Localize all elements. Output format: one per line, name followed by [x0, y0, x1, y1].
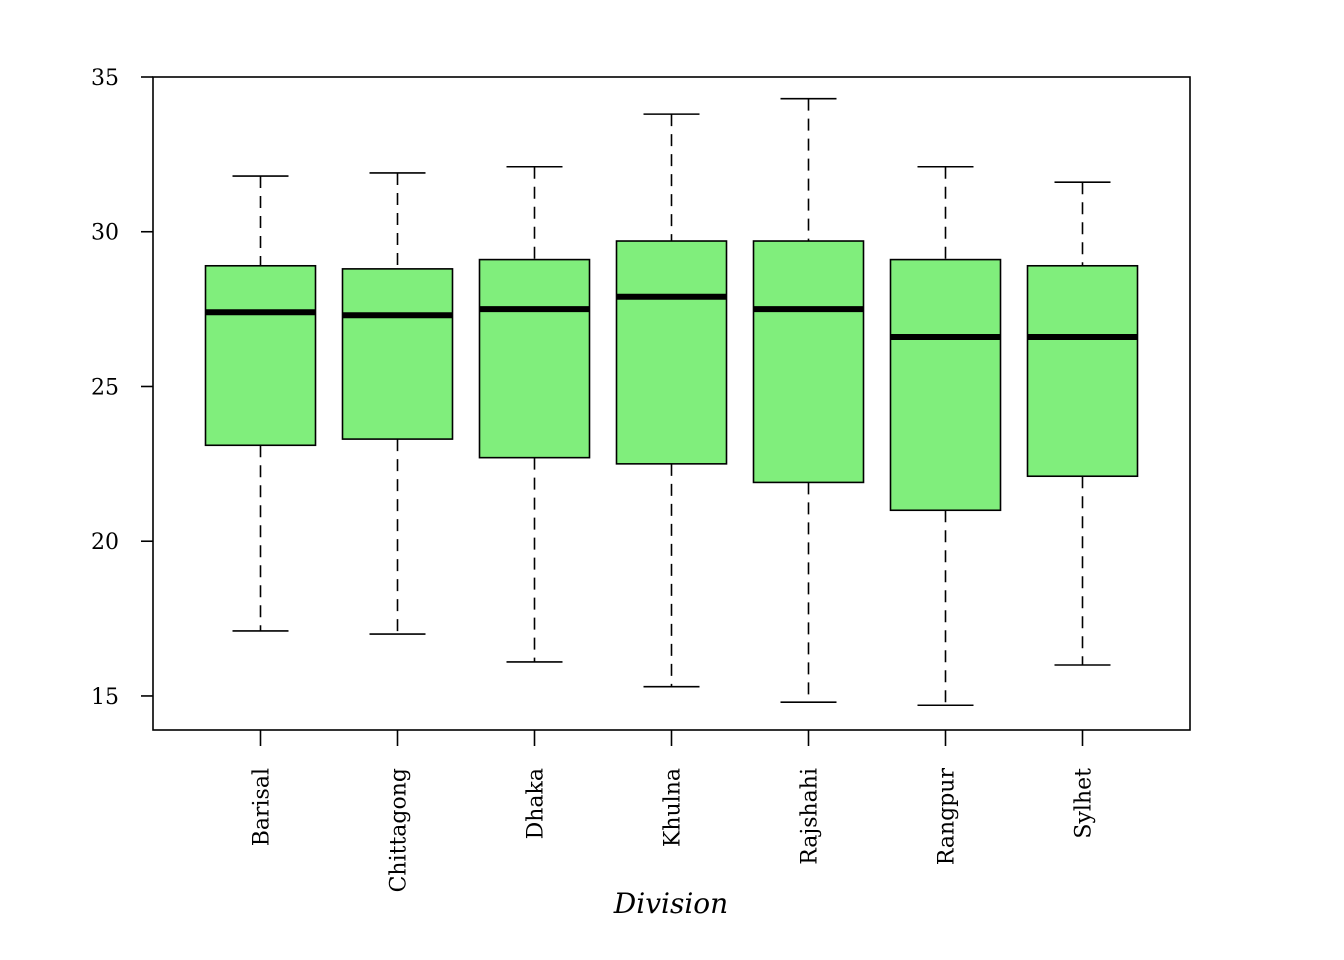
box-series: [204, 97, 1139, 707]
iqr-box: [478, 258, 591, 459]
iqr-box: [204, 264, 317, 447]
iqr-box: [752, 240, 865, 484]
x-category-label: Rajshahi: [798, 768, 823, 865]
box-rajshahi: [752, 97, 865, 703]
x-axis-title: Division: [613, 887, 728, 920]
iqr-box: [889, 258, 1002, 512]
box-chittagong: [341, 172, 454, 635]
iqr-box: [1026, 264, 1139, 478]
x-category-label: Barisal: [250, 768, 275, 846]
y-axis: 15 20 25 30 35: [91, 66, 153, 710]
box-dhaka: [478, 165, 591, 663]
box-rangpur: [889, 165, 1002, 707]
y-tick-label: 25: [91, 375, 119, 400]
iqr-box: [615, 240, 728, 465]
x-category-label: Khulna: [661, 768, 686, 847]
x-category-label: Sylhet: [1072, 768, 1097, 839]
box-sylhet: [1026, 181, 1139, 666]
box-barisal: [204, 175, 317, 632]
x-category-label: Rangpur: [935, 768, 960, 866]
y-tick-label: 20: [91, 530, 119, 555]
y-tick-label: 15: [91, 685, 119, 710]
x-axis: Barisal Chittagong Dhaka Khulna Rajshahi Rang…: [250, 730, 1097, 892]
iqr-box: [341, 268, 454, 440]
x-category-label: Chittagong: [387, 768, 412, 892]
box-khulna: [615, 113, 728, 688]
x-category-label: Dhaka: [524, 768, 549, 839]
y-tick-label: 30: [91, 221, 119, 246]
y-tick-label: 35: [91, 66, 119, 91]
